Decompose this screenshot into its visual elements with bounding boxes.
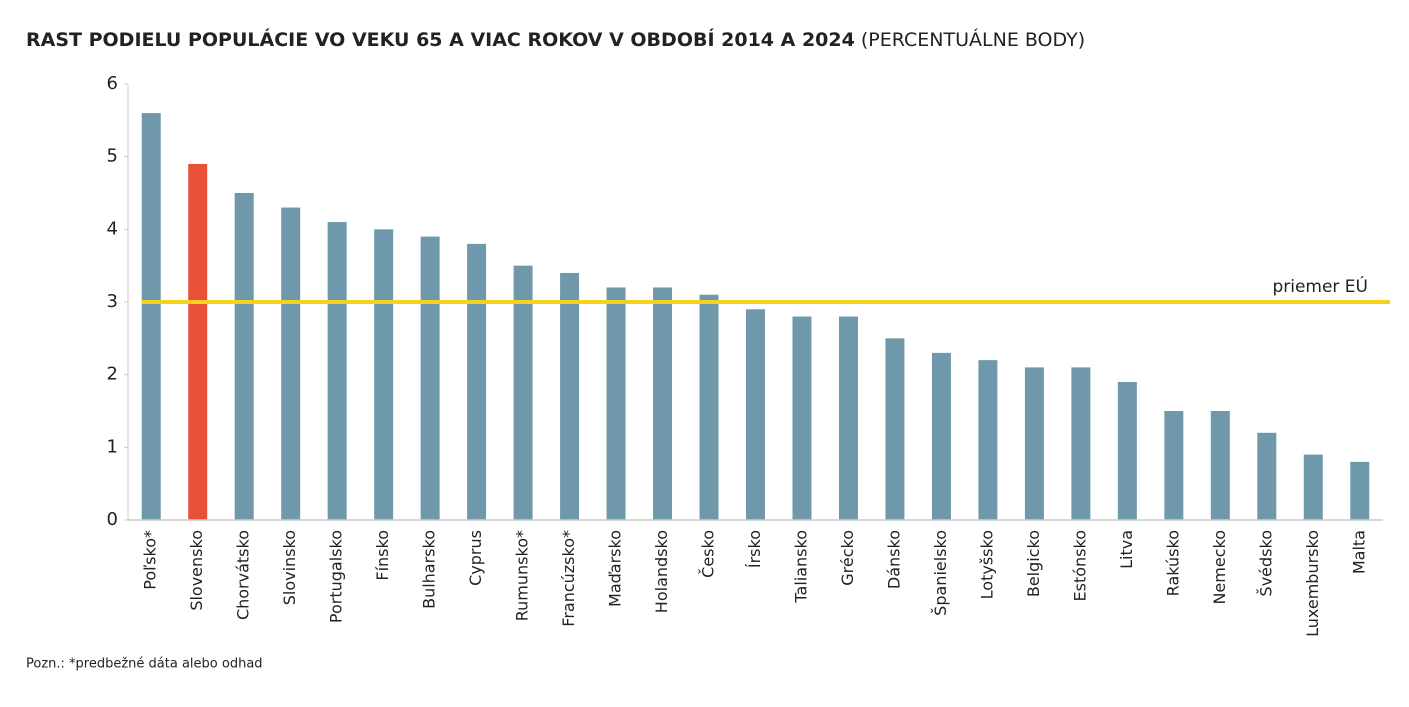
x-tick-label: Estónsko [1070,530,1089,601]
bar [653,287,673,520]
x-tick-label: Chorvátsko [234,530,253,620]
bar [1071,367,1091,520]
bar [1164,411,1184,520]
x-tick-label: Cyprus [466,530,485,586]
x-tick-label: Francúzsko* [559,530,578,627]
bar [885,338,905,520]
title-unit: (PERCENTUÁLNE BODY) [861,28,1085,51]
x-tick-label: Slovinsko [280,530,299,605]
y-tick-label: 3 [107,291,118,312]
x-tick-label: Taliansko [791,530,810,604]
bar [374,229,394,521]
bar [1117,381,1137,520]
bar [1210,411,1230,520]
x-tick-label: Grécko [838,530,857,586]
bar [606,287,626,520]
x-tick-label: Česko [699,530,718,578]
bar [188,163,208,520]
x-tick-label: Lotyšsko [977,530,996,599]
x-tick-label: Holandsko [652,530,671,613]
x-tick-label: Rumunsko* [513,530,532,621]
x-tick-label: Írsko [745,530,764,568]
y-tick-label: 2 [107,364,118,385]
x-tick-label: Luxembursko [1303,530,1322,637]
x-tick-label: Slovensko [187,530,206,611]
x-tick-label: Belgicko [1024,530,1043,597]
y-tick-label: 4 [107,218,118,239]
y-tick-label: 1 [107,436,118,457]
bar [1257,432,1277,520]
bar [1350,461,1370,520]
x-tick-label: Rakúsko [1163,530,1182,596]
x-tick-label: Litva [1117,530,1136,569]
note: Pozn.: *predbežné dáta alebo odhad [26,657,263,672]
y-tick-label: 6 [107,73,118,94]
bar [420,236,440,520]
y-tick-label: 5 [107,146,118,167]
bar [327,222,347,521]
title-main: RAST PODIELU POPULÁCIE VO VEKU 65 A VIAC… [26,28,855,51]
bar [699,294,719,520]
bar [560,272,580,520]
bar [467,243,487,520]
bar [746,309,765,520]
bar [978,360,998,520]
x-tick-label: Nemecko [1210,530,1229,605]
bar [838,316,858,520]
y-tick-label: 0 [107,509,118,530]
x-tick-label: Dánsko [884,530,903,589]
bar [792,316,812,520]
bar [1024,367,1044,520]
x-tick-label: Poľsko* [141,530,160,590]
chart-title: RAST PODIELU POPULÁCIE VO VEKU 65 A VIAC… [26,28,1085,51]
bar [931,352,951,520]
x-tick-label: Španielsko [931,530,950,616]
x-tick-label: Bulharsko [420,530,439,609]
reference-label: priemer EÚ [1272,275,1368,297]
bar [281,207,301,521]
bar [1303,454,1323,520]
x-tick-label: Maďarsko [606,530,625,607]
x-tick-label: Portugalsko [327,530,346,623]
bar [234,193,254,520]
x-tick-label: Švédsko [1256,530,1275,596]
bar [513,265,533,520]
x-tick-label: Malta [1349,530,1368,574]
x-tick-label: Fínsko [373,530,392,581]
bar [141,113,161,521]
